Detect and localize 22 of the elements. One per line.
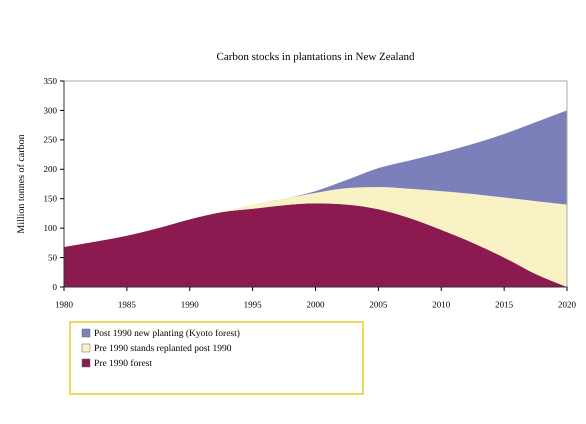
x-tick-label: 2015 — [495, 299, 514, 310]
y-tick-label: 300 — [44, 105, 58, 116]
x-tick-label: 1980 — [55, 299, 74, 310]
x-tick-label: 2020 — [558, 299, 576, 310]
x-tick-label: 1995 — [244, 299, 262, 310]
y-axis-title: Million tonnes of carbon — [16, 134, 27, 234]
y-tick-label: 150 — [44, 194, 58, 204]
chart-title: Carbon stocks in plantations in New Zealand — [216, 51, 415, 63]
legend-label: Pre 1990 forest — [94, 359, 152, 369]
x-tick-label: 2000 — [306, 299, 325, 310]
y-tick-label: 100 — [44, 223, 58, 234]
y-tick-label: 350 — [44, 76, 58, 86]
y-tick-label: 50 — [48, 252, 58, 262]
y-tick-label: 0 — [52, 282, 58, 292]
legend-label: Pre 1990 stands replanted post 1990 — [94, 344, 232, 354]
x-tick-label: 2010 — [432, 299, 451, 310]
y-tick-label: 250 — [44, 134, 58, 145]
x-tick-label: 2005 — [369, 299, 388, 310]
x-tick-label: 1990 — [180, 299, 200, 310]
y-tick-label: 200 — [44, 164, 58, 174]
x-tick-label: 1985 — [118, 299, 136, 310]
legend-label: Post 1990 new planting (Kyoto forest) — [94, 329, 240, 339]
